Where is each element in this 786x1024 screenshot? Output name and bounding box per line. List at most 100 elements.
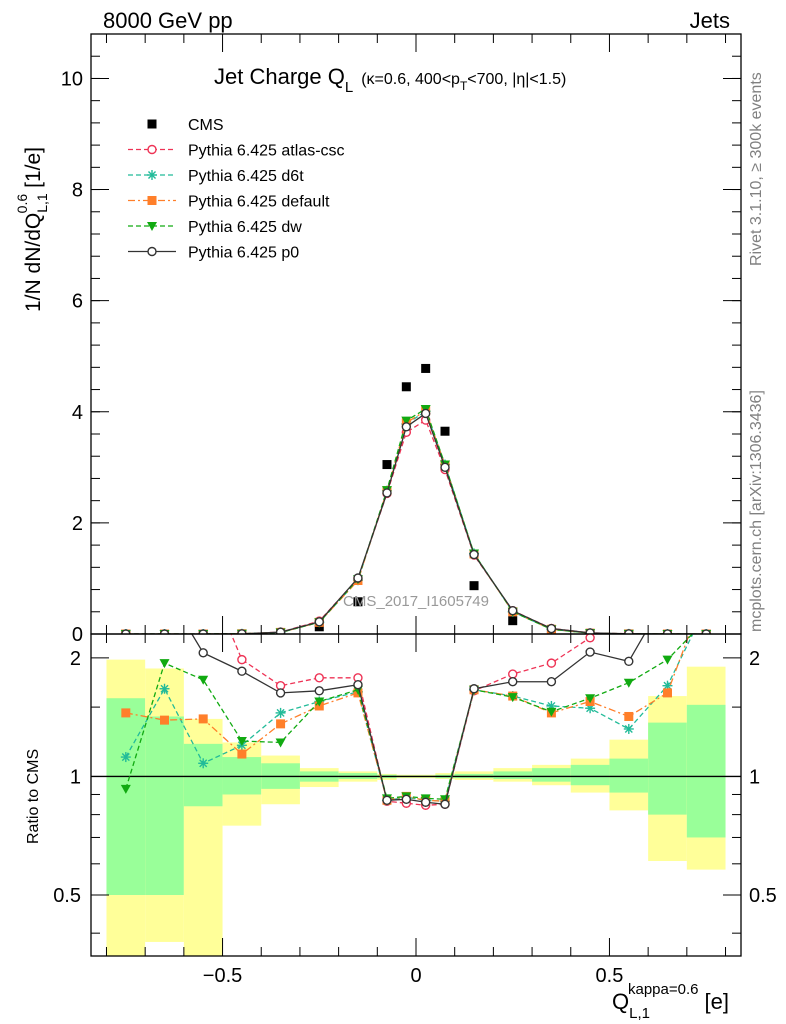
main-ytick-label: 8 xyxy=(72,180,83,202)
header-left-label: 8000 GeV pp xyxy=(103,8,233,33)
main-point-data xyxy=(440,426,450,436)
ratio-band-inner xyxy=(493,771,533,780)
ratio-point-p0 xyxy=(275,688,286,698)
x-tick-label: 0.5 xyxy=(596,965,624,987)
ratio-point-p0 xyxy=(508,677,518,687)
ratio-point-atlas_csc xyxy=(314,673,324,683)
main-point-p0 xyxy=(382,488,392,498)
legend-entry-p0: Pythia 6.425 p0 xyxy=(128,245,299,262)
legend-label-default: Pythia 6.425 default xyxy=(188,194,330,211)
ratio-point-default xyxy=(624,711,634,721)
legend-label-p0: Pythia 6.425 p0 xyxy=(188,245,299,262)
legend-entry-data: CMS xyxy=(147,117,224,134)
ratio-point-atlas_csc xyxy=(237,654,247,665)
main-point-dw xyxy=(401,416,412,426)
ratio-line-atlas_csc xyxy=(230,634,595,806)
main-point-p0 xyxy=(121,629,131,634)
ratio-point-p0 xyxy=(198,648,208,658)
main-point-data xyxy=(353,597,363,607)
ratio-band-inner xyxy=(570,764,610,786)
xlabel-sub: L,1 xyxy=(629,1005,650,1022)
ratio-line-dw xyxy=(125,634,694,800)
ratio-point-p0 xyxy=(469,684,479,694)
mcplots-label: mcplots.cern.ch [arXiv:1306.3436] xyxy=(748,390,765,632)
ratio-point-p0 xyxy=(440,799,450,809)
ylabel-sub: L,1 xyxy=(34,193,50,213)
main-point-p0 xyxy=(353,573,363,583)
ratio-point-p0 xyxy=(382,795,392,805)
ratio-point-dw xyxy=(198,675,209,685)
ratio-band-inner xyxy=(686,704,726,838)
legend: CMS Pythia 6.425 atlas-csc Pythia 6.425 d6… xyxy=(128,117,345,262)
main-panel: 0 2 4 6 8 10 xyxy=(61,33,742,646)
ratio-point-atlas_csc xyxy=(585,634,595,643)
ratio-point-dw xyxy=(546,707,557,717)
main-point-p0 xyxy=(701,629,711,634)
legend-marker-p0 xyxy=(147,246,157,257)
legend-marker-dw xyxy=(147,222,157,231)
xlabel-sup: kappa=0.6 xyxy=(628,981,698,998)
ratio-band-inner xyxy=(183,743,223,807)
ratio-panel: 0.5 0.5 1 1 2 2 −0.5 0 0.5 xyxy=(53,633,777,987)
ratio-line-p0 xyxy=(191,634,646,805)
title-subtitle: (κ=0.6, 400<p xyxy=(361,71,460,88)
ylabel-main: 1/N dN/dQ xyxy=(22,213,45,312)
legend-label-d6t: Pythia 6.425 d6t xyxy=(188,168,304,185)
title-main: Jet Charge Q xyxy=(214,64,345,89)
ratio-point-default xyxy=(121,708,131,718)
main-point-p0 xyxy=(508,605,518,616)
ratio-series-p0 xyxy=(191,634,646,809)
ratio-ytick-label-right: 2 xyxy=(749,648,760,670)
ratio-point-d6t xyxy=(120,752,131,763)
ratio-frame xyxy=(90,633,742,957)
legend-entry-d6t: Pythia 6.425 d6t xyxy=(128,168,304,185)
legend-entry-default: Pythia 6.425 default xyxy=(128,194,330,211)
x-tick-label: −0.5 xyxy=(203,965,242,987)
main-y-axis-label: 1/N dN/dQL,10.6 [1/e] xyxy=(14,147,50,312)
ratio-y-axis-label: Ratio to CMS xyxy=(25,749,42,844)
legend-label-atlas_csc: Pythia 6.425 atlas-csc xyxy=(188,143,345,160)
ratio-point-d6t xyxy=(623,723,634,734)
x-axis-label: QL,1 kappa=0.6 [e] xyxy=(612,981,729,1022)
subtitle-rest: <700, |η|<1.5) xyxy=(467,71,566,88)
ratio-band-inner xyxy=(648,722,687,815)
xlabel-unit: [e] xyxy=(704,989,728,1014)
ylabel-sup: 0.6 xyxy=(14,194,30,214)
ratio-point-default xyxy=(237,749,247,759)
ratio-band-inner xyxy=(222,757,262,795)
main-point-data xyxy=(508,616,518,626)
ratio-ytick-label: 2 xyxy=(70,648,81,670)
ratio-point-d6t xyxy=(275,707,286,718)
main-point-data xyxy=(401,382,411,392)
ratio-ytick-label-right: 1 xyxy=(749,766,760,788)
main-point-p0 xyxy=(585,628,595,634)
ratio-point-p0 xyxy=(314,686,324,696)
ratio-point-dw xyxy=(585,694,596,704)
main-point-p0 xyxy=(275,627,286,634)
ratio-point-dw xyxy=(662,655,673,665)
ratio-point-dw xyxy=(623,678,634,688)
main-point-data xyxy=(421,363,431,373)
ratio-ytick-label: 1 xyxy=(70,766,81,788)
xlabel-main: Q xyxy=(612,989,629,1014)
main-point-data xyxy=(382,460,392,470)
ratio-point-p0 xyxy=(353,679,363,690)
header-right-label: Jets xyxy=(690,8,730,33)
ratio-ytick-label-right: 0.5 xyxy=(749,885,777,907)
main-point-p0 xyxy=(314,617,324,627)
ratio-point-dw xyxy=(275,738,286,748)
plot-title: Jet Charge QL (κ=0.6, 400<pT<700, |η|<1.5… xyxy=(214,64,566,96)
legend-marker-data xyxy=(147,119,157,129)
ratio-point-default xyxy=(662,688,672,698)
ratio-point-d6t xyxy=(198,758,209,769)
analysis-watermark: CMS_2017_I1605749 xyxy=(343,593,489,610)
subtitle-sub: T xyxy=(460,79,468,93)
ratio-point-p0 xyxy=(420,797,431,807)
ratio-line-default xyxy=(125,634,691,802)
x-tick-label: 0 xyxy=(410,965,421,987)
main-point-p0 xyxy=(546,623,557,634)
legend-label-data: CMS xyxy=(188,117,224,134)
main-ytick-label: 6 xyxy=(72,291,83,313)
main-point-p0 xyxy=(440,462,450,473)
ratio-point-default xyxy=(276,719,286,729)
